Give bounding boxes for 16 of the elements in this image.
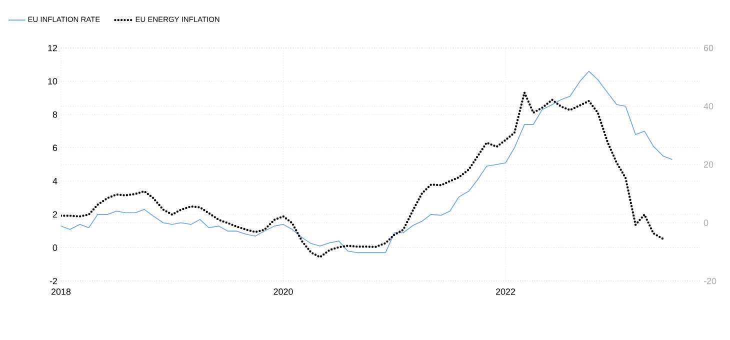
y2-tick-label: 60 [704, 44, 714, 52]
y-tick-label: -2 [50, 278, 58, 284]
x-tick-label: 2018 [51, 288, 71, 295]
x-tick-label: 2022 [496, 288, 516, 295]
y2-tick-label: -20 [704, 278, 716, 284]
y-tick-label: 8 [52, 111, 58, 118]
y-tick-label: 0 [52, 244, 58, 251]
y-tick-label: 2 [52, 211, 58, 218]
y-tick-label: 12 [48, 44, 58, 52]
x-tick-label: 2020 [274, 288, 293, 295]
y-tick-label: 10 [48, 78, 58, 84]
y2-tick-label: 20 [704, 161, 714, 168]
y-tick-label: 4 [52, 178, 58, 184]
y2-tick-label: 0 [704, 220, 708, 226]
y2-tick-label: 40 [704, 103, 714, 110]
y-tick-label: 6 [52, 144, 58, 152]
